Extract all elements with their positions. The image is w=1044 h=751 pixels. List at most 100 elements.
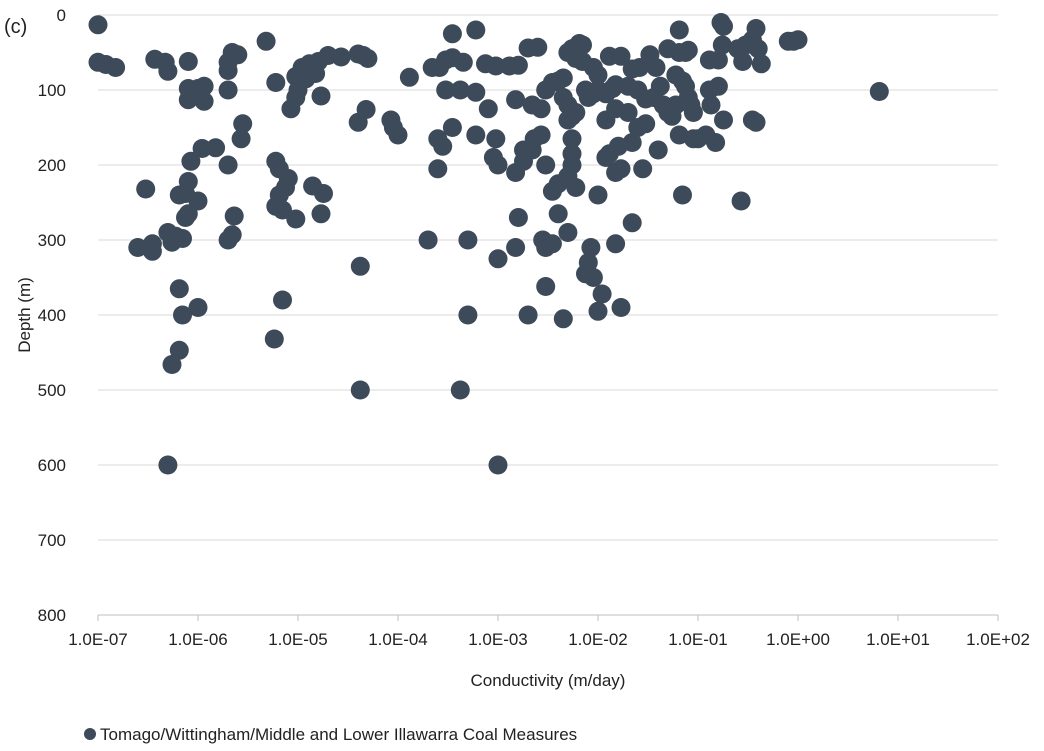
data-point: [869, 82, 889, 101]
data-point: [436, 80, 456, 100]
data-point: [506, 238, 526, 257]
data-point: [88, 15, 108, 35]
data-point: [488, 249, 508, 269]
x-tick-label: 1.0E+02: [966, 630, 1030, 649]
data-point: [588, 301, 608, 321]
data-point: [218, 155, 238, 175]
data-point: [528, 37, 548, 57]
data-points: [88, 13, 889, 475]
data-point: [673, 185, 692, 205]
y-tick-label: 500: [38, 381, 66, 400]
data-point: [169, 185, 189, 205]
data-point: [169, 279, 189, 299]
data-point: [273, 200, 292, 220]
y-axis-title: Depth (m): [15, 277, 34, 353]
data-point: [733, 52, 753, 71]
data-point: [486, 56, 506, 76]
legend-marker: [84, 728, 96, 740]
legend-label: Tomago/Wittingham/Middle and Lower Illaw…: [100, 725, 577, 744]
data-point: [231, 129, 251, 149]
x-tick-label: 1.0E-02: [568, 630, 628, 649]
data-point: [748, 39, 768, 59]
data-point: [192, 139, 212, 158]
data-point: [173, 229, 192, 248]
data-point: [508, 208, 528, 227]
data-point: [630, 58, 649, 77]
data-point: [158, 61, 178, 81]
data-point: [531, 125, 551, 145]
data-point: [553, 68, 573, 88]
y-tick-label: 800: [38, 606, 66, 625]
data-point: [450, 380, 470, 400]
data-point: [548, 204, 568, 224]
data-point: [751, 54, 771, 74]
data-point: [592, 284, 612, 304]
data-point: [188, 298, 208, 317]
data-point: [562, 144, 582, 164]
data-point: [650, 76, 670, 96]
data-point: [542, 234, 562, 254]
data-point: [450, 80, 470, 100]
data-point: [731, 191, 751, 211]
data-point: [466, 82, 486, 102]
data-point: [173, 305, 192, 325]
data-point: [633, 159, 653, 179]
data-point: [224, 206, 244, 226]
data-point: [169, 340, 189, 360]
data-point: [488, 155, 508, 175]
data-point: [683, 103, 703, 122]
data-point: [194, 76, 214, 96]
data-point: [176, 208, 195, 227]
y-tick-label: 200: [38, 156, 66, 175]
data-point: [311, 204, 331, 224]
x-tick-label: 1.0E-03: [468, 630, 528, 649]
data-point: [442, 118, 462, 137]
data-point: [611, 159, 631, 179]
data-point: [128, 238, 148, 257]
legend: Tomago/Wittingham/Middle and Lower Illaw…: [84, 725, 577, 744]
data-point: [562, 129, 582, 149]
data-point: [288, 80, 308, 100]
y-tick-label: 700: [38, 531, 66, 550]
data-point: [712, 35, 732, 55]
data-point: [136, 179, 156, 199]
y-tick-label: 300: [38, 231, 66, 250]
data-point: [648, 140, 668, 160]
y-tick-label: 0: [57, 6, 66, 25]
data-point: [466, 20, 486, 40]
data-point: [658, 103, 678, 122]
data-point: [669, 20, 689, 40]
data-point: [536, 277, 556, 296]
data-point: [611, 46, 631, 66]
data-point: [566, 178, 586, 197]
data-point: [458, 305, 478, 325]
data-point: [256, 31, 276, 51]
data-point: [273, 290, 292, 310]
data-point: [478, 99, 498, 119]
data-point: [646, 58, 666, 77]
data-point: [218, 80, 238, 100]
data-point: [708, 50, 728, 70]
data-point: [442, 24, 462, 44]
data-point: [178, 52, 198, 71]
data-point: [588, 65, 608, 85]
x-tick-label: 1.0E+01: [866, 630, 930, 649]
data-point: [331, 47, 351, 67]
x-tick-label: 1.0E-06: [168, 630, 228, 649]
data-point: [358, 49, 378, 68]
data-point: [708, 76, 728, 96]
data-point: [588, 185, 608, 205]
data-point: [206, 138, 226, 158]
data-point: [286, 209, 306, 229]
data-point: [583, 268, 603, 287]
data-point: [536, 155, 556, 175]
data-point: [606, 234, 626, 254]
data-point: [348, 112, 368, 132]
data-point: [311, 86, 331, 106]
data-point: [266, 73, 286, 92]
data-point: [508, 55, 528, 75]
data-point: [453, 52, 473, 72]
data-point: [558, 223, 578, 242]
